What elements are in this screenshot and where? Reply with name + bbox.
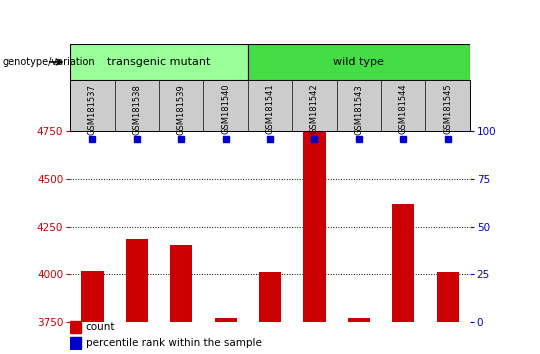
Text: GSM181538: GSM181538 xyxy=(132,84,141,135)
Text: GSM181542: GSM181542 xyxy=(310,84,319,135)
Bar xyxy=(70,337,81,349)
Text: GSM181541: GSM181541 xyxy=(266,84,274,135)
Text: GSM181539: GSM181539 xyxy=(177,84,186,135)
Text: GSM181540: GSM181540 xyxy=(221,84,230,135)
Text: count: count xyxy=(86,322,115,332)
Bar xyxy=(248,44,470,80)
Bar xyxy=(82,272,104,322)
Bar xyxy=(70,321,81,333)
Text: genotype/variation: genotype/variation xyxy=(3,57,96,67)
Bar xyxy=(303,132,326,322)
Bar xyxy=(170,245,192,322)
Text: wild type: wild type xyxy=(333,57,384,67)
Bar xyxy=(259,273,281,322)
Bar xyxy=(392,204,414,322)
Bar xyxy=(348,318,370,322)
Text: GSM181544: GSM181544 xyxy=(399,84,408,135)
Bar xyxy=(70,44,248,80)
Text: GSM181537: GSM181537 xyxy=(88,84,97,135)
Bar xyxy=(214,318,237,322)
Text: percentile rank within the sample: percentile rank within the sample xyxy=(86,338,262,348)
Bar xyxy=(126,239,148,322)
Bar xyxy=(436,273,458,322)
Title: GDS2823 / 1388076_at: GDS2823 / 1388076_at xyxy=(189,113,351,127)
Text: GSM181543: GSM181543 xyxy=(354,84,363,135)
Text: transgenic mutant: transgenic mutant xyxy=(107,57,211,67)
Text: GSM181545: GSM181545 xyxy=(443,84,452,135)
